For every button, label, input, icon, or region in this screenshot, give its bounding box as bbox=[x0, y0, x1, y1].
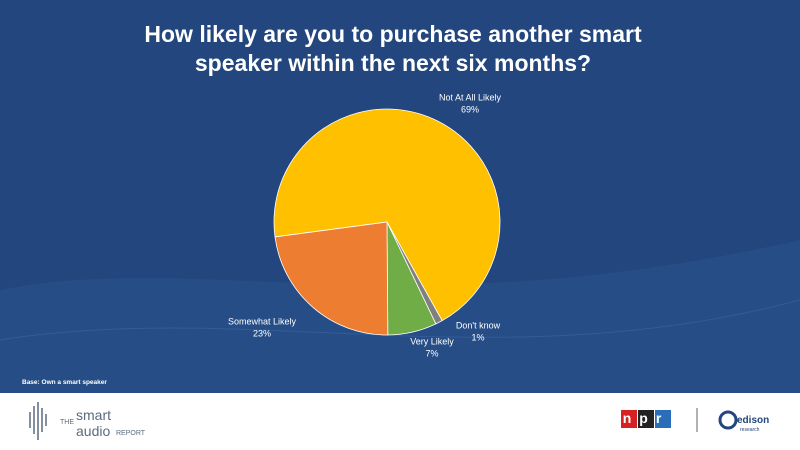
note: Base: Own a smart speaker bbox=[22, 379, 107, 386]
edison-text: edison bbox=[737, 415, 769, 426]
brand-audio: audio bbox=[76, 423, 110, 439]
smart-audio-logo: THE smart audio REPORT bbox=[29, 402, 146, 440]
edison-sub: research bbox=[740, 427, 760, 433]
npr-text: npr bbox=[623, 410, 670, 426]
brand-report: REPORT bbox=[116, 430, 146, 437]
value-label: 23% bbox=[253, 328, 271, 338]
npr-logo: npr bbox=[621, 410, 671, 428]
value-label: 1% bbox=[471, 332, 484, 342]
slice-label: Don't know bbox=[456, 320, 501, 330]
pie-slice bbox=[273, 108, 501, 322]
footer-band bbox=[0, 393, 800, 450]
slice-label: Not At All Likely bbox=[439, 92, 502, 102]
slice-label: Somewhat Likely bbox=[228, 316, 297, 326]
slice-label: Very Likely bbox=[410, 336, 454, 346]
edison-logo: edison research bbox=[718, 410, 769, 433]
brand-the: THE bbox=[60, 419, 74, 426]
pie-slice bbox=[274, 221, 389, 336]
value-label: 69% bbox=[461, 104, 479, 114]
chart-title: How likely are you to purchase another s… bbox=[144, 21, 642, 76]
value-label: 7% bbox=[425, 348, 438, 358]
brand-smart: smart bbox=[76, 407, 111, 423]
